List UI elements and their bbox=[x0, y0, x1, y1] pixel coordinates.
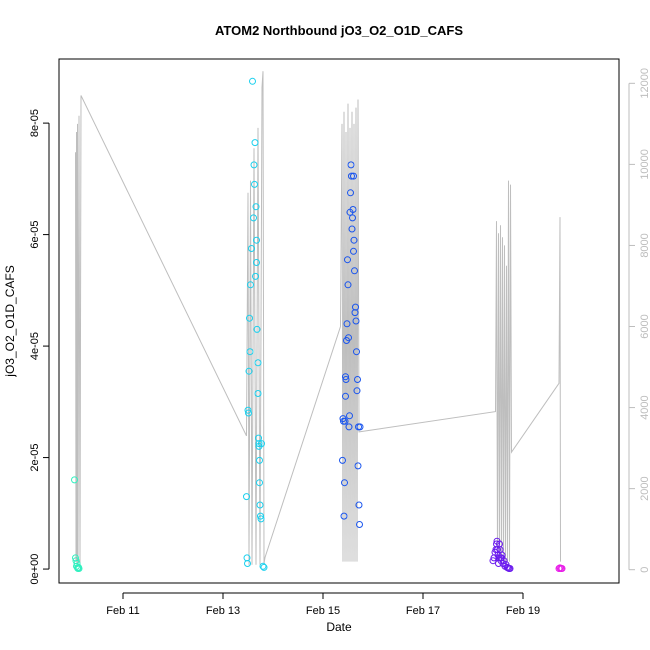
x-tick-label: Feb 13 bbox=[206, 605, 240, 617]
data-point bbox=[253, 259, 260, 266]
data-point bbox=[341, 417, 349, 425]
data-point bbox=[346, 412, 353, 420]
data-point bbox=[350, 247, 357, 255]
data-point bbox=[350, 236, 358, 244]
y-tick-label: 0e+00 bbox=[29, 554, 41, 585]
data-point bbox=[353, 387, 361, 395]
data-point bbox=[257, 515, 265, 523]
data-point bbox=[246, 348, 254, 356]
data-point bbox=[251, 139, 259, 147]
data-point bbox=[506, 565, 514, 572]
data-point bbox=[345, 423, 353, 431]
altitude-series bbox=[75, 71, 561, 567]
data-point bbox=[244, 406, 252, 414]
y2-tick-label: 0 bbox=[639, 567, 650, 573]
data-point bbox=[253, 325, 261, 333]
x-tick-label: Feb 17 bbox=[406, 605, 440, 617]
data-point bbox=[243, 493, 250, 501]
data-point bbox=[254, 359, 262, 367]
data-point bbox=[341, 479, 348, 487]
y-axis-label: jO3_O2_O1D_CAFS bbox=[3, 265, 17, 377]
y-tick-label: 6e-05 bbox=[29, 221, 41, 249]
data-point bbox=[345, 334, 352, 342]
data-point bbox=[356, 423, 364, 431]
plot-frame bbox=[58, 58, 620, 584]
data-point bbox=[71, 476, 78, 484]
data-point bbox=[258, 440, 265, 448]
data-point bbox=[342, 373, 349, 381]
y2-tick-label: 8000 bbox=[639, 233, 650, 257]
data-point bbox=[352, 317, 360, 325]
data-point bbox=[558, 565, 566, 572]
data-point bbox=[354, 376, 361, 383]
data-point bbox=[247, 281, 254, 289]
altitude-line bbox=[75, 71, 561, 567]
y2-tick-label: 10000 bbox=[639, 149, 650, 180]
data-point bbox=[252, 272, 259, 280]
data-point bbox=[344, 281, 352, 289]
data-point bbox=[339, 456, 346, 464]
data-point bbox=[249, 77, 256, 85]
x-tick-label: Feb 19 bbox=[506, 605, 540, 617]
y-axis: 0e+00 2e-05 4e-05 6e-05 8e-05 bbox=[29, 109, 50, 585]
y2-tick-label: 12000 bbox=[639, 68, 650, 99]
data-point bbox=[251, 180, 258, 188]
data-point bbox=[352, 303, 359, 311]
data-point bbox=[256, 501, 264, 509]
data-point bbox=[244, 560, 251, 567]
x-axis: Feb 11 Feb 13 Feb 15 Feb 17 Feb 19 bbox=[106, 592, 540, 617]
data-point bbox=[354, 462, 362, 470]
chart-title: ATOM2 Northbound jO3_O2_O1D_CAFS bbox=[215, 23, 463, 38]
y-tick-label: 8e-05 bbox=[29, 109, 41, 137]
data-point bbox=[250, 214, 257, 222]
data-point bbox=[355, 501, 363, 509]
y-tick-label: 4e-05 bbox=[29, 332, 41, 360]
data-point bbox=[351, 267, 358, 275]
data-point bbox=[248, 245, 255, 252]
x-tick-label: Feb 15 bbox=[306, 605, 340, 617]
data-point bbox=[255, 440, 263, 448]
data-point bbox=[343, 320, 351, 328]
data-point bbox=[252, 203, 260, 211]
data-point bbox=[340, 512, 348, 520]
series-1 bbox=[243, 77, 268, 571]
data-point bbox=[347, 189, 354, 197]
data-point bbox=[349, 206, 357, 213]
data-point bbox=[353, 348, 360, 356]
data-point bbox=[349, 214, 356, 222]
data-point bbox=[356, 521, 363, 528]
series-0 bbox=[71, 476, 83, 572]
y-tick-label: 2e-05 bbox=[29, 444, 41, 472]
data-point bbox=[254, 390, 262, 397]
data-point bbox=[350, 172, 357, 180]
data-point bbox=[348, 172, 355, 180]
data-point bbox=[342, 376, 350, 383]
data-point bbox=[245, 367, 253, 375]
data-point bbox=[256, 479, 263, 487]
y2-tick-label: 4000 bbox=[639, 395, 650, 419]
x-tick-label: Feb 11 bbox=[106, 605, 139, 617]
x-axis-label: Date bbox=[326, 620, 352, 634]
scatter-series bbox=[71, 77, 566, 572]
data-point bbox=[342, 392, 349, 400]
y2-axis: 0 2000 4000 6000 8000 10000 12000 bbox=[628, 68, 650, 573]
data-point bbox=[245, 409, 252, 417]
data-point bbox=[347, 161, 355, 169]
data-point bbox=[257, 512, 264, 520]
y2-tick-label: 6000 bbox=[639, 314, 650, 338]
series-2 bbox=[339, 161, 364, 528]
data-point bbox=[75, 565, 83, 572]
series-3 bbox=[489, 537, 514, 572]
data-point bbox=[259, 562, 267, 570]
data-point bbox=[344, 256, 351, 264]
data-point bbox=[260, 563, 268, 571]
data-point bbox=[348, 225, 356, 233]
data-point bbox=[253, 236, 260, 244]
y2-tick-label: 2000 bbox=[639, 476, 650, 500]
data-point bbox=[250, 161, 258, 169]
series-4 bbox=[555, 564, 566, 572]
data-point bbox=[246, 314, 253, 322]
data-point bbox=[256, 456, 263, 464]
